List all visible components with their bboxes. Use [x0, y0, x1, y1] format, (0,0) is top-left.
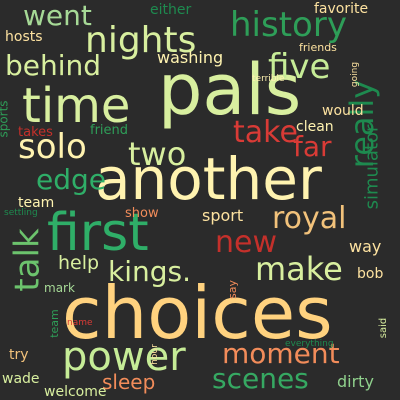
word-sport: sport: [202, 206, 244, 225]
word-everything: everything: [285, 339, 334, 349]
word-time: time: [22, 78, 131, 134]
word-sports: sports: [0, 100, 11, 138]
word-help: help: [58, 252, 100, 274]
word-power: power: [62, 334, 186, 380]
word-hosts: hosts: [5, 29, 43, 45]
word-scenes: scenes: [212, 362, 309, 395]
word-said: said: [378, 317, 390, 339]
word-two: two: [128, 135, 187, 173]
word-either: either: [150, 2, 192, 18]
word-would: would: [322, 103, 364, 119]
word-moment: moment: [222, 337, 340, 370]
word-wade: wade: [2, 371, 40, 387]
word-favorite: favorite: [314, 1, 369, 17]
word-washing: washing: [157, 48, 224, 67]
word-edge: edge: [36, 163, 106, 196]
word-friend: friend: [90, 123, 129, 138]
word-new: new: [215, 225, 278, 260]
word-take: take: [233, 115, 298, 150]
word-mark: mark: [44, 281, 75, 295]
word-five: five: [268, 47, 331, 87]
word-talk: talk: [7, 228, 48, 292]
word-nights: nights: [85, 20, 197, 61]
word-pals: pals: [158, 49, 302, 131]
word-team-1: team: [18, 195, 55, 211]
word-solo: solo: [18, 127, 87, 167]
word-going: going: [350, 61, 361, 88]
word-make: make: [255, 250, 343, 288]
word-welcome: welcome: [44, 384, 107, 400]
word-settling: settling: [4, 208, 38, 218]
word-choices: choices: [62, 271, 333, 355]
word-way: way: [349, 237, 382, 256]
word-went: went: [23, 0, 92, 32]
word-takes: takes: [18, 125, 53, 140]
word-simulator: simulator: [361, 124, 383, 210]
word-sleep: sleep: [102, 370, 156, 394]
word-try: try: [9, 347, 29, 363]
word-history: history: [230, 5, 347, 45]
word-say: say: [225, 280, 239, 299]
word-kings: kings.: [108, 255, 192, 288]
word-bob: bob: [357, 266, 384, 282]
word-clean: clean: [296, 119, 334, 135]
word-show: show: [125, 206, 159, 221]
word-dirty: dirty: [337, 372, 374, 391]
word-first: first: [47, 203, 149, 263]
word-another: another: [95, 145, 322, 213]
word-terrible: terrible: [252, 74, 285, 84]
word-name: name: [67, 318, 93, 328]
word-royal: royal: [272, 201, 347, 236]
word-far: far: [293, 130, 332, 163]
word-behind: behind: [5, 49, 102, 82]
word-friends: friends: [299, 41, 337, 54]
word-team-2: team: [47, 309, 61, 338]
word-hour: hour: [149, 344, 160, 365]
